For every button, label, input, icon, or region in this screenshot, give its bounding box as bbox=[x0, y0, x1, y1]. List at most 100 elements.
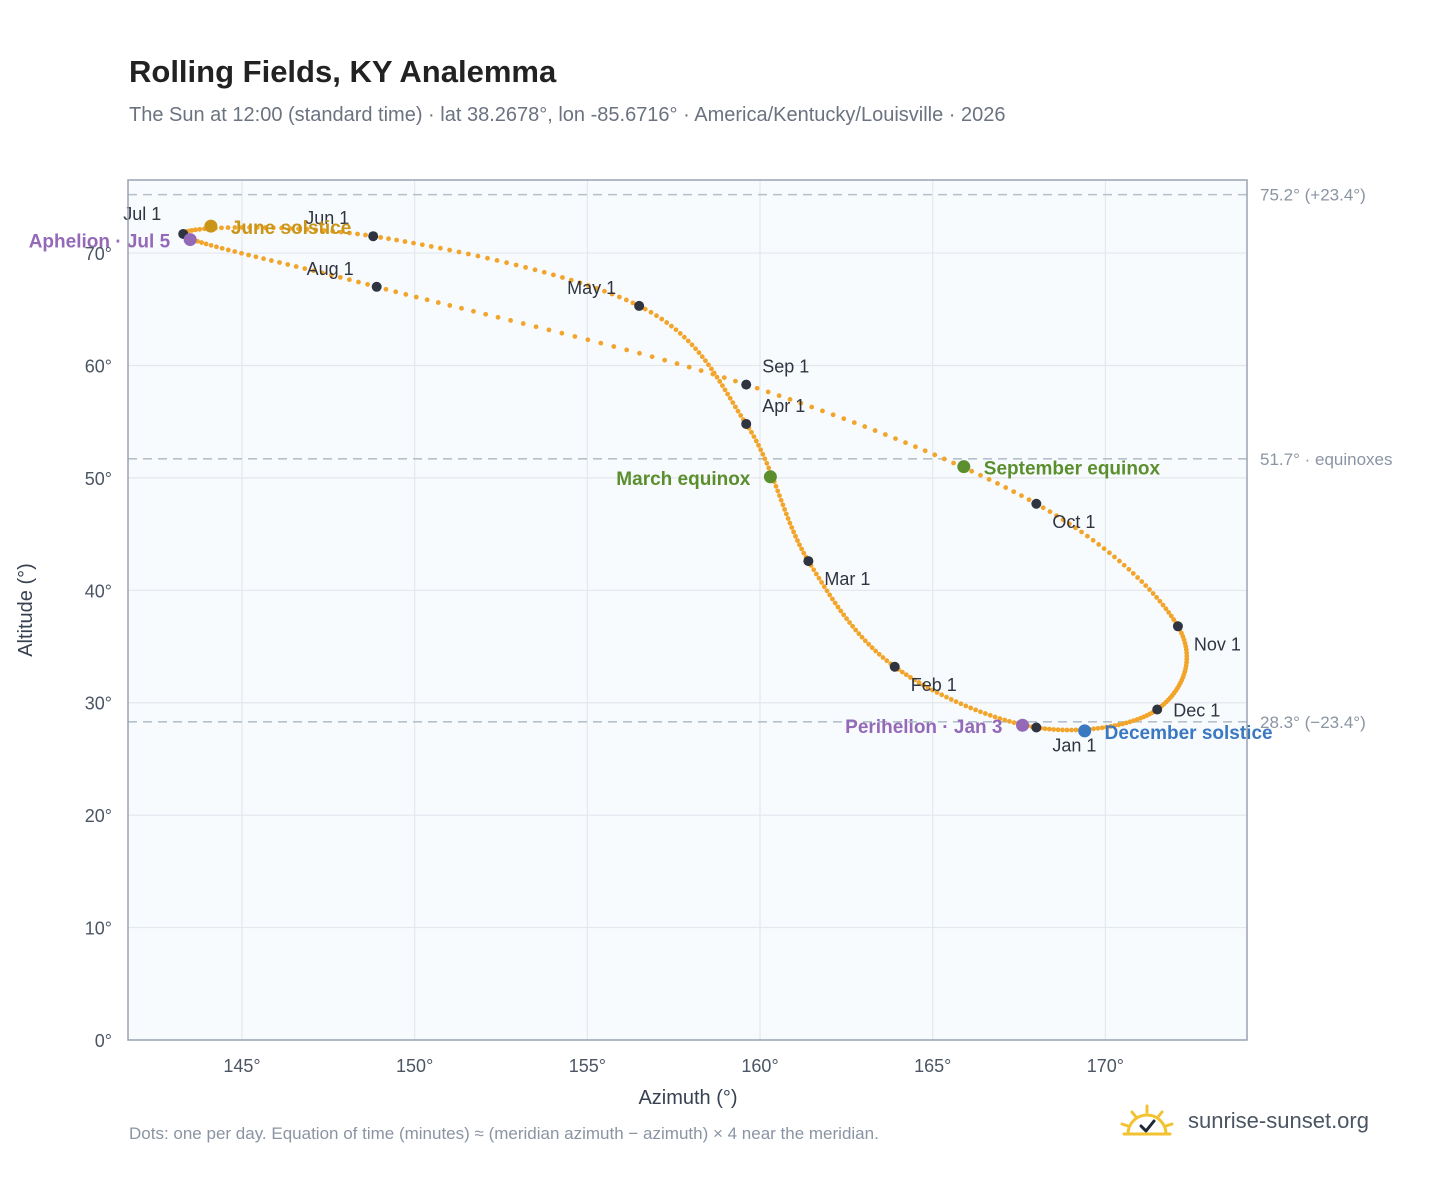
daily-sun-dot bbox=[775, 488, 781, 494]
y-tick-label: 50° bbox=[85, 469, 112, 489]
daily-sun-dot bbox=[738, 413, 744, 418]
daily-sun-dot bbox=[293, 264, 299, 269]
daily-sun-dot bbox=[873, 648, 879, 654]
daily-sun-dot bbox=[424, 297, 430, 303]
daily-sun-dot bbox=[546, 327, 552, 333]
month-marker bbox=[803, 556, 814, 567]
month-label: Oct 1 bbox=[1052, 512, 1095, 532]
daily-sun-dot bbox=[623, 297, 629, 303]
month-label: Jul 1 bbox=[123, 204, 161, 224]
daily-sun-dot bbox=[402, 239, 408, 244]
daily-sun-dot bbox=[483, 311, 489, 317]
daily-sun-dot bbox=[1112, 723, 1118, 729]
month-label: Dec 1 bbox=[1173, 700, 1220, 720]
daily-sun-dot bbox=[685, 338, 691, 344]
event-label: September equinox bbox=[984, 459, 1161, 480]
daily-sun-dot bbox=[585, 337, 591, 343]
reference-line-label: 75.2° (+23.4°) bbox=[1260, 186, 1366, 205]
daily-sun-dot bbox=[838, 608, 844, 614]
daily-sun-dot bbox=[787, 520, 793, 526]
daily-sun-dot bbox=[428, 244, 434, 249]
reference-line-label: 51.7° · equinoxes bbox=[1260, 450, 1393, 469]
daily-sun-dot bbox=[1126, 566, 1132, 572]
daily-sun-dot bbox=[494, 258, 500, 263]
daily-sun-dot bbox=[285, 262, 291, 267]
daily-sun-dot bbox=[1003, 485, 1009, 490]
daily-sun-dot bbox=[791, 529, 796, 535]
x-axis-ticks: 145° 150° 155° 160° 165° 170° bbox=[223, 1056, 1124, 1076]
daily-sun-dot bbox=[560, 275, 565, 280]
daily-sun-dot bbox=[356, 279, 361, 285]
daily-sun-dot bbox=[1051, 727, 1057, 732]
daily-sun-dot bbox=[920, 682, 926, 688]
daily-sun-dot bbox=[347, 230, 352, 236]
daily-sun-dot bbox=[598, 340, 604, 346]
month-marker bbox=[1031, 722, 1042, 733]
daily-sun-dot bbox=[820, 408, 825, 414]
y-tick-label: 70° bbox=[85, 244, 112, 264]
daily-sun-dot bbox=[856, 631, 862, 637]
daily-sun-dot bbox=[1163, 606, 1169, 612]
daily-sun-dot bbox=[533, 324, 539, 330]
daily-sun-dot bbox=[203, 241, 209, 247]
daily-sun-dot bbox=[903, 440, 908, 446]
daily-sun-dot bbox=[319, 270, 325, 276]
daily-sun-dot bbox=[268, 258, 274, 263]
daily-sun-dot bbox=[789, 525, 795, 530]
daily-sun-dot bbox=[1006, 718, 1012, 724]
daily-sun-dot bbox=[1096, 542, 1102, 547]
daily-sun-dot bbox=[485, 255, 490, 261]
daily-sun-dot bbox=[1121, 562, 1127, 568]
daily-sun-dot bbox=[466, 251, 471, 257]
daily-sun-dot bbox=[819, 580, 825, 585]
daily-sun-dot bbox=[193, 227, 198, 233]
daily-sun-dot bbox=[532, 267, 538, 273]
daily-sun-dot bbox=[541, 269, 547, 275]
x-tick-label: 165° bbox=[914, 1056, 951, 1076]
daily-sun-dot bbox=[577, 280, 583, 286]
daily-sun-dot bbox=[978, 709, 983, 715]
month-label: Sep 1 bbox=[762, 357, 809, 377]
daily-sun-dot bbox=[383, 286, 389, 292]
daily-sun-dot bbox=[754, 385, 760, 391]
month-label: Apr 1 bbox=[762, 396, 805, 416]
daily-sun-dot bbox=[459, 305, 464, 311]
daily-sun-dot bbox=[669, 323, 674, 329]
y-tick-label: 0° bbox=[95, 1031, 112, 1051]
daily-sun-dot bbox=[513, 262, 519, 268]
daily-sun-dot bbox=[338, 229, 344, 235]
daily-sun-dot bbox=[321, 228, 327, 233]
daily-sun-dot bbox=[706, 362, 711, 368]
daily-sun-dot bbox=[689, 342, 695, 348]
daily-sun-dot bbox=[568, 277, 574, 283]
daily-sun-dot bbox=[693, 346, 698, 352]
daily-sun-dot bbox=[219, 225, 224, 231]
daily-sun-dot bbox=[1040, 505, 1046, 511]
event-marker bbox=[204, 219, 218, 233]
daily-sun-dot bbox=[830, 412, 836, 418]
daily-sun-dot bbox=[365, 281, 370, 287]
daily-sun-dot bbox=[232, 249, 238, 254]
plot-frame bbox=[127, 179, 1248, 1041]
daily-sun-dot bbox=[968, 705, 974, 711]
daily-sun-dot bbox=[435, 300, 441, 305]
daily-sun-dot bbox=[969, 468, 975, 474]
daily-sun-dot bbox=[862, 424, 868, 429]
daily-sun-dot bbox=[520, 321, 526, 326]
daily-sun-dot bbox=[277, 260, 282, 265]
month-marker bbox=[741, 418, 752, 429]
daily-sun-dot bbox=[456, 249, 462, 255]
daily-sun-dot bbox=[699, 354, 705, 360]
x-tick-label: 145° bbox=[223, 1056, 260, 1076]
daily-sun-dot bbox=[686, 364, 692, 370]
x-axis-label: Azimuth (°) bbox=[638, 1087, 737, 1109]
x-tick-label: 150° bbox=[396, 1056, 433, 1076]
brand[interactable]: sunrise-sunset.org bbox=[1120, 1104, 1369, 1138]
daily-sun-dot bbox=[1085, 533, 1090, 539]
month-marker bbox=[368, 231, 379, 242]
daily-sun-dot bbox=[1047, 509, 1053, 515]
daily-sun-dot bbox=[239, 250, 244, 256]
month-marker bbox=[1172, 621, 1183, 632]
daily-sun-dot bbox=[880, 655, 886, 660]
